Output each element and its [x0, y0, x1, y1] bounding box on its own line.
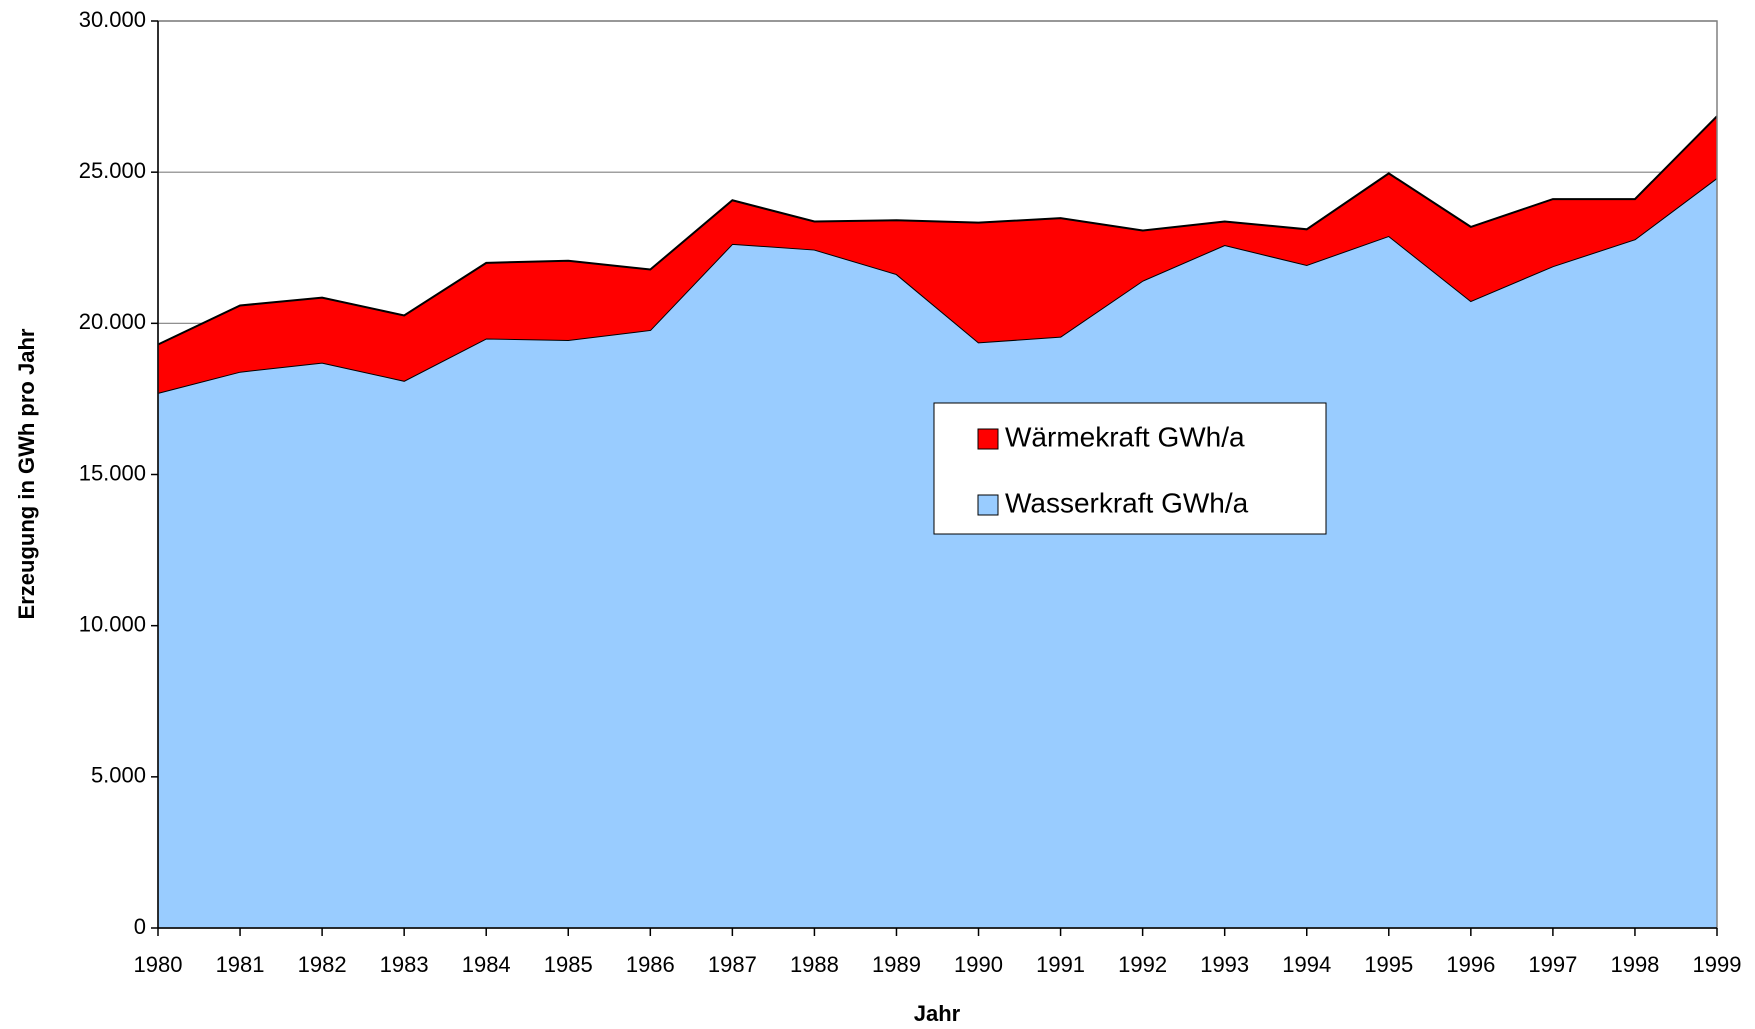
y-tick-label: 30.000 [79, 7, 146, 32]
y-tick-label: 10.000 [79, 611, 146, 636]
x-tick-label: 1993 [1200, 952, 1249, 977]
legend-label: Wärmekraft GWh/a [1005, 421, 1245, 452]
x-tick-label: 1988 [790, 952, 839, 977]
x-tick-label: 1996 [1446, 952, 1495, 977]
x-tick-label: 1998 [1610, 952, 1659, 977]
x-tick-label: 1986 [626, 952, 675, 977]
x-tick-label: 1991 [1036, 952, 1085, 977]
x-tick-label: 1985 [544, 952, 593, 977]
x-tick-label: 1981 [216, 952, 265, 977]
y-tick-label: 25.000 [79, 158, 146, 183]
y-axis-title: Erzeugung in GWh pro Jahr [14, 328, 39, 619]
x-tick-label: 1990 [954, 952, 1003, 977]
legend-box [933, 402, 1327, 535]
area [158, 177, 1717, 928]
x-tick-label: 1987 [708, 952, 757, 977]
area-outline [157, 115, 1718, 346]
y-tick-label: 0 [134, 914, 146, 939]
y-tick-label: 5.000 [91, 763, 146, 788]
x-tick-label: 1984 [462, 952, 511, 977]
y-tick-label: 15.000 [79, 460, 146, 485]
legend-swatch [977, 428, 999, 450]
legend-label: Wasserkraft GWh/a [1005, 487, 1249, 518]
x-tick-label: 1995 [1364, 952, 1413, 977]
x-tick-label: 1997 [1528, 952, 1577, 977]
y-tick-label: 20.000 [79, 309, 146, 334]
x-tick-label: 1999 [1693, 952, 1742, 977]
x-tick-label: 1982 [298, 952, 347, 977]
x-tick-label: 1983 [380, 952, 429, 977]
x-tick-label: 1980 [134, 952, 183, 977]
x-tick-label: 1989 [872, 952, 921, 977]
x-tick-label: 1992 [1118, 952, 1167, 977]
x-tick-label: 1994 [1282, 952, 1331, 977]
x-axis-title: Jahr [914, 1001, 961, 1026]
area [158, 116, 1717, 393]
legend-swatch [977, 494, 999, 516]
